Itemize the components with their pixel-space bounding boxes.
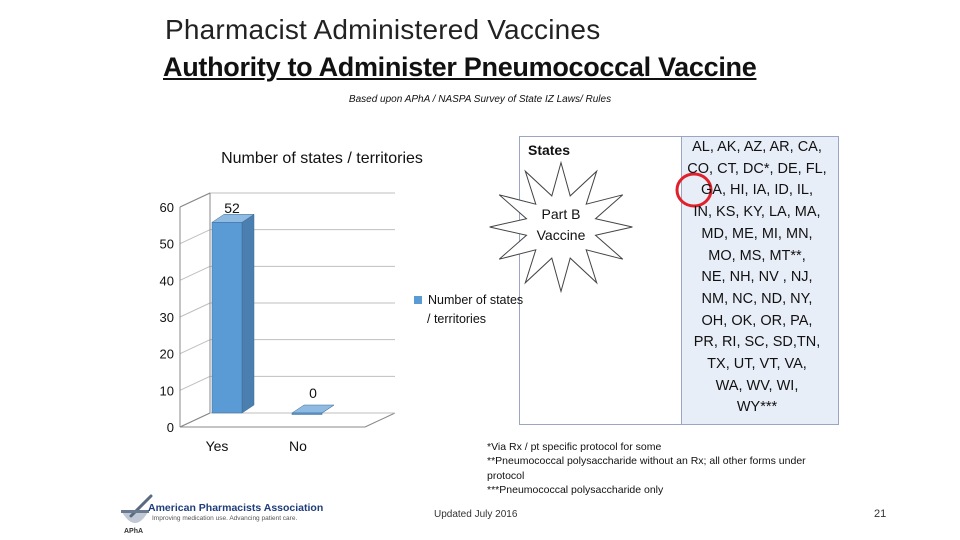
states-line: WY*** bbox=[736, 399, 778, 416]
footnotes: *Via Rx / pt specific protocol for some *… bbox=[487, 440, 832, 497]
logo-abbr: APhA bbox=[124, 528, 144, 535]
gridline-side bbox=[179, 302, 211, 318]
chart-text: 0 10 20 30 40 50 60 52 Yes 0 No Number of states / … bbox=[160, 150, 524, 454]
gridline-side bbox=[179, 375, 211, 391]
states-header: States bbox=[527, 142, 571, 158]
slide-subtitle: Authority to Administer Pneumococcal Vac… bbox=[163, 52, 757, 82]
y-tick-label: 60 bbox=[160, 200, 174, 215]
states-line: CO, CT, DC*, DE, FL, bbox=[687, 160, 827, 177]
states-line: OH, OK, OR, PA, bbox=[701, 312, 813, 329]
bar-no bbox=[291, 412, 323, 415]
states-list: AL, AK, AZ, AR, CA, CO, CT, DC*, DE, FL, G… bbox=[682, 137, 832, 419]
callout-text-line1: Part B bbox=[542, 206, 581, 222]
gridline-side bbox=[179, 339, 211, 355]
source-note: Based upon APhA / NASPA Survey of State … bbox=[348, 94, 612, 105]
page-number: 21 bbox=[874, 508, 887, 520]
y-tick-label: 40 bbox=[160, 273, 174, 288]
states-line: IN, KS, KY, LA, MA, bbox=[693, 204, 821, 221]
starburst-callout-shape bbox=[489, 160, 633, 294]
states-line: NE, NH, NV , NJ, bbox=[701, 269, 813, 286]
states-column bbox=[519, 136, 683, 425]
legend-label: Number of states / territories bbox=[427, 293, 523, 326]
footnote: ***Pneumococcal polysaccharide only bbox=[487, 483, 664, 496]
chart-title: Number of states / territories bbox=[221, 150, 423, 167]
logo-tagline: Improving medication use. Advancing pati… bbox=[152, 515, 298, 522]
mortar-pestle-icon bbox=[121, 494, 153, 523]
legend-swatch bbox=[414, 296, 422, 304]
states-line: GA, HI, IA, ID, IL, bbox=[701, 182, 813, 199]
states-list-box bbox=[681, 136, 839, 425]
states-line: NM, NC, ND, NY, bbox=[701, 290, 813, 307]
states-line: PR, RI, SC, SD,TN, bbox=[693, 334, 821, 351]
slide-title: Pharmacist Administered Vaccines bbox=[165, 14, 601, 45]
y-tick-label: 50 bbox=[160, 237, 174, 252]
bar-yes bbox=[211, 222, 243, 414]
bar-top-no bbox=[291, 404, 335, 414]
part-b-callout: Part B Vaccine bbox=[489, 160, 633, 294]
floor-edge-right bbox=[364, 412, 396, 428]
y-tick-label: 0 bbox=[167, 420, 174, 435]
footnote: *Via Rx / pt specific protocol for some bbox=[487, 441, 662, 453]
chart-bars bbox=[211, 213, 335, 415]
bar-side-yes bbox=[241, 213, 255, 414]
data-label: 0 bbox=[309, 385, 317, 401]
states-line: TX, UT, VT, VA, bbox=[707, 356, 807, 373]
x-tick-label: No bbox=[289, 438, 307, 454]
x-tick-label: Yes bbox=[206, 438, 229, 454]
states-line: AL, AK, AZ, AR, CA, bbox=[692, 139, 822, 155]
logo-name: American Pharmacists Association bbox=[148, 502, 324, 514]
floor-edge bbox=[179, 412, 211, 428]
states-line: MO, MS, MT**, bbox=[708, 247, 806, 264]
gridline-side bbox=[179, 265, 211, 281]
footnote: **Pneumococcal polysaccharide without an… bbox=[487, 455, 806, 482]
y-tick-label: 20 bbox=[160, 347, 174, 362]
updated-date: Updated July 2016 bbox=[434, 509, 518, 520]
highlight-circle bbox=[675, 172, 713, 208]
top-edge bbox=[179, 192, 211, 208]
states-line: WA, WV, WI, bbox=[715, 377, 799, 394]
gridline-side bbox=[179, 229, 211, 245]
y-tick-label: 10 bbox=[160, 383, 174, 398]
data-label: 52 bbox=[224, 200, 240, 216]
states-line: MD, ME, MI, MN, bbox=[701, 225, 813, 242]
y-tick-label: 30 bbox=[160, 310, 174, 325]
callout-text-line2: Vaccine bbox=[537, 227, 586, 243]
